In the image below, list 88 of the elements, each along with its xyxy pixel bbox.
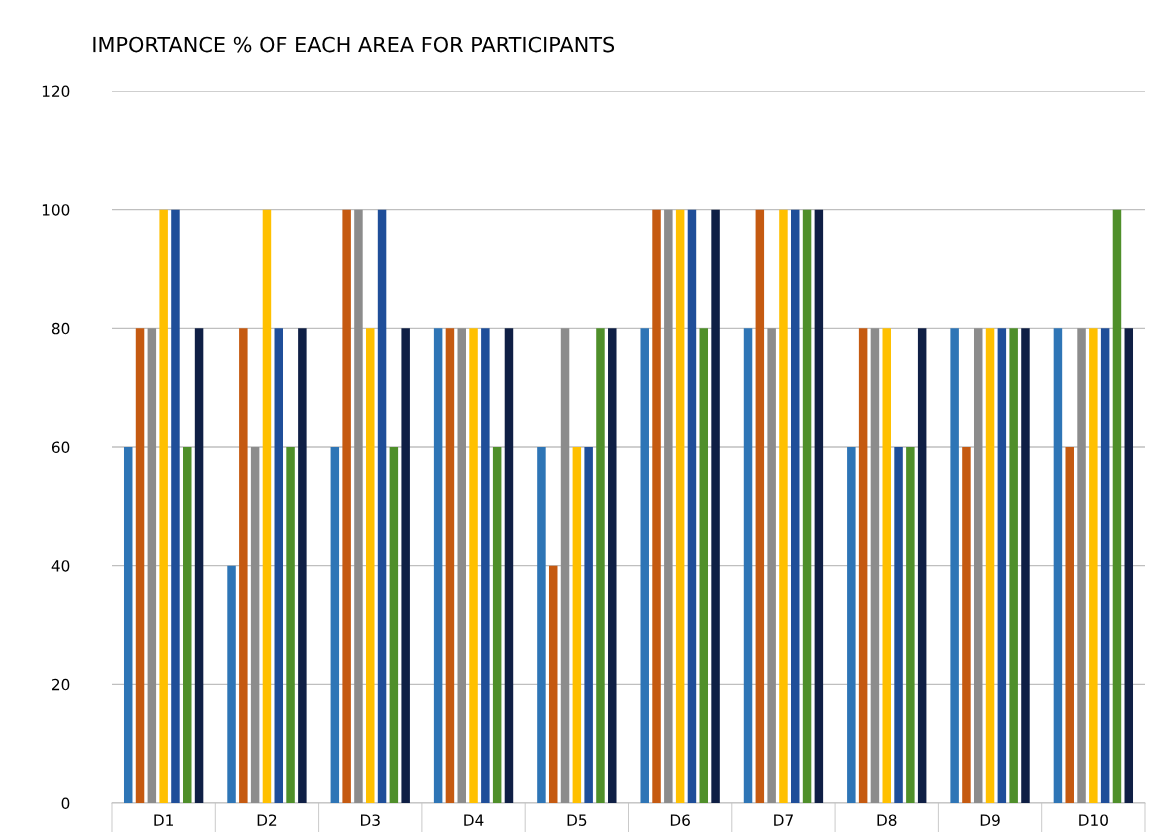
x-tick-label: D1 [154, 814, 173, 826]
bar [596, 328, 605, 803]
y-tick-label: 20 [52, 678, 70, 691]
bar [389, 447, 399, 803]
bar [755, 209, 765, 803]
bar [262, 209, 272, 803]
x-tick-label: D5 [567, 814, 587, 826]
bar [894, 447, 903, 803]
bar [504, 328, 514, 803]
bar [159, 209, 168, 803]
bar [985, 328, 995, 803]
x-tick-label: D4 [464, 814, 484, 826]
bar [445, 328, 455, 803]
bar [1100, 328, 1110, 803]
x-tick-label: D3 [361, 814, 380, 826]
bar [652, 209, 661, 803]
chart-title: IMPORTANCE % OF EACH AREA FOR PARTICIPANTS [93, 36, 615, 53]
bar [342, 209, 351, 803]
bar [171, 209, 180, 803]
bar [917, 328, 927, 803]
bar [147, 328, 157, 803]
bar [492, 447, 502, 803]
bar [847, 447, 856, 803]
bar [298, 328, 307, 803]
bar [687, 209, 697, 803]
bar [906, 447, 915, 803]
bar [1021, 328, 1030, 803]
bar [882, 328, 891, 803]
bar [537, 447, 546, 803]
y-tick-label: 120 [42, 85, 70, 98]
bar [1065, 447, 1074, 803]
bar [560, 328, 570, 803]
x-tick-label: D2 [257, 814, 277, 826]
bar [239, 328, 248, 803]
bar [1077, 328, 1086, 803]
bar [858, 328, 868, 803]
y-tick-label: 40 [51, 560, 70, 572]
bar [664, 209, 673, 803]
bar [779, 209, 788, 803]
bar [286, 447, 295, 803]
bar [1053, 328, 1063, 803]
y-tick-label: 100 [42, 204, 70, 216]
x-tick-label: D8 [877, 814, 897, 826]
bar [1124, 328, 1134, 803]
bar [481, 328, 490, 803]
bar [1009, 328, 1018, 803]
bar [767, 328, 776, 803]
bar [227, 565, 236, 803]
bar [1112, 209, 1122, 803]
bar [1089, 328, 1098, 803]
bar [802, 209, 812, 803]
bar [870, 328, 880, 803]
bar [950, 328, 959, 803]
bar [194, 328, 204, 803]
bar [457, 328, 466, 803]
x-tick-label: D6 [670, 814, 690, 826]
bar [274, 328, 284, 803]
bar [548, 565, 558, 803]
bar [433, 328, 443, 803]
bar [354, 209, 363, 803]
bar [401, 328, 410, 803]
bar [973, 328, 983, 803]
bar [123, 447, 133, 803]
bar [183, 447, 192, 803]
x-tick-label: D9 [980, 814, 1000, 826]
bar [743, 328, 753, 803]
bar [711, 209, 720, 803]
bar [640, 328, 649, 803]
y-tick-label: 80 [51, 322, 70, 335]
bar [135, 328, 145, 803]
x-tick-label: D7 [774, 814, 793, 826]
bar [608, 328, 617, 803]
bar [584, 447, 593, 803]
bar [572, 447, 582, 803]
bar [366, 328, 375, 803]
bar [814, 209, 824, 803]
bar [962, 447, 971, 803]
bar [675, 209, 685, 803]
bar [997, 328, 1007, 803]
bar [699, 328, 709, 803]
x-tick-label: D10 [1079, 814, 1108, 826]
y-tick-label: 60 [51, 441, 70, 454]
bar [330, 447, 340, 803]
y-tick-label: 0 [61, 797, 70, 810]
bar [250, 447, 260, 803]
bar [469, 328, 478, 803]
bar [791, 209, 800, 803]
bar [377, 209, 387, 803]
